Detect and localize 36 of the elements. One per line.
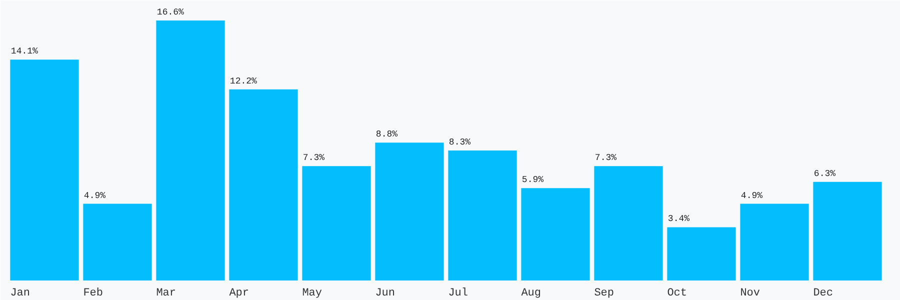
- x-tick-label: Oct: [667, 288, 688, 300]
- data-label: 7.3%: [302, 153, 326, 164]
- data-label: 14.1%: [10, 46, 39, 57]
- data-label: 8.3%: [448, 138, 472, 148]
- bar: [448, 150, 517, 280]
- data-label: 3.4%: [668, 214, 690, 224]
- data-label: 6.3%: [814, 168, 836, 179]
- data-label: 4.9%: [84, 190, 106, 201]
- x-tick-label: Jun: [375, 288, 396, 300]
- bar: [229, 89, 298, 280]
- data-label: 4.9%: [740, 190, 764, 201]
- bar: [521, 188, 590, 280]
- x-tick-label: Jan: [10, 288, 30, 300]
- x-tick-label: Dec: [813, 288, 834, 300]
- x-tick-label: Nov: [740, 288, 760, 300]
- bar: [594, 166, 663, 280]
- bar: [813, 182, 882, 280]
- bar: [302, 166, 371, 280]
- bar: [83, 204, 152, 280]
- x-tick-label: Apr: [229, 288, 250, 300]
- bar: [667, 227, 736, 280]
- x-tick-label: Sep: [594, 288, 614, 300]
- bar: [156, 20, 225, 280]
- x-tick-label: May: [302, 288, 322, 300]
- x-tick-label: Mar: [156, 288, 176, 300]
- data-label: 12.2%: [230, 76, 258, 86]
- bar: [375, 142, 444, 280]
- data-label: 7.3%: [594, 153, 618, 164]
- data-label: 5.9%: [522, 175, 544, 186]
- data-label: 16.6%: [156, 8, 185, 18]
- bar: [10, 60, 79, 280]
- x-tick-label: Aug: [521, 288, 542, 300]
- bar: [740, 204, 809, 280]
- x-tick-label: Feb: [83, 288, 104, 300]
- x-tick-label: Jul: [448, 288, 468, 300]
- data-label: 8.8%: [376, 130, 398, 140]
